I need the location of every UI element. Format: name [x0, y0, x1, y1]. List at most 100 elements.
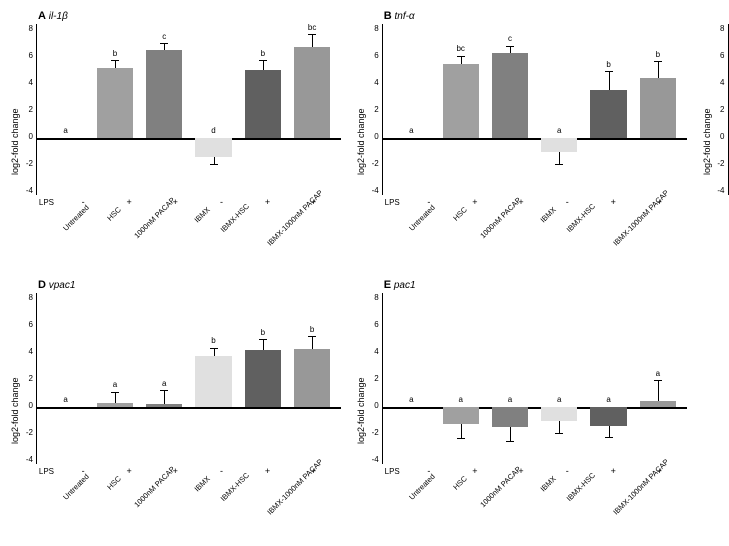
error-cap [210, 348, 218, 349]
bar-slot: b [240, 24, 285, 195]
lps-marks: -++-++ [402, 197, 687, 207]
y-tick: -4 [22, 455, 33, 464]
y-tick: 0 [22, 132, 33, 141]
panel-title: D vpac1 [38, 279, 75, 291]
panel-B: B tnf-αlog2-fold change86420-2-4abccabbL… [356, 10, 687, 259]
plot-area: aaabbb [36, 293, 341, 464]
x-labels-row: UntreatedHSC1000nM PACAPIBMXIBMX-HSCIBMX… [22, 478, 341, 528]
lps-mark: + [592, 197, 634, 207]
x-labels: UntreatedHSC1000nM PACAPIBMXIBMX-HSCIBMX… [402, 209, 687, 259]
bar-slot: a [635, 293, 680, 464]
error-bar [461, 424, 462, 438]
plot-area: abcdbbc [36, 24, 341, 195]
bars-container: abccabb [383, 24, 687, 195]
bar [195, 356, 231, 407]
lps-label: LPS [36, 467, 56, 476]
y-tick: 4 [22, 347, 33, 356]
lps-label: LPS [382, 198, 402, 207]
y-tick: -2 [368, 159, 379, 168]
lps-label: LPS [382, 467, 402, 476]
panel-letter: B [384, 10, 392, 22]
x-labels-row: UntreatedHSC1000nM PACAPIBMXIBMX-HSCIBMX… [368, 209, 687, 259]
significance-letter: a [656, 369, 660, 378]
x-label: IBMX-HSC [565, 471, 626, 532]
error-bar [658, 62, 659, 78]
error-cap [259, 339, 267, 340]
y-tick: 2 [368, 374, 379, 383]
error-cap [210, 164, 218, 165]
panel-C: C il-10log2-fold change86420-2-4abbcacaL… [702, 10, 729, 259]
y-tick: 8 [22, 24, 33, 33]
error-bar [461, 57, 462, 64]
significance-letter: b [656, 50, 660, 59]
bars-container: aaabbb [37, 293, 341, 464]
error-bar [115, 393, 116, 403]
bar-slot: a [389, 293, 434, 464]
bar [492, 53, 528, 139]
bar [97, 68, 133, 138]
panel-letter: A [38, 10, 46, 22]
plot-row: 86420-2-4abbcaca [714, 24, 729, 195]
y-tick: -4 [368, 455, 379, 464]
panel-E: E pac1log2-fold change86420-2-4aaaaaaLPS… [356, 279, 687, 528]
x-labels-row: UntreatedHSC1000nM PACAPIBMXIBMX-HSCIBMX… [22, 209, 341, 259]
panel-A: A il-1βlog2-fold change86420-2-4abcdbbcL… [10, 10, 341, 259]
bar-slot: b [191, 293, 236, 464]
error-bar [510, 427, 511, 441]
error-cap [605, 437, 613, 438]
bar-slot: bc [438, 24, 483, 195]
error-bar [510, 47, 511, 53]
y-tick: 4 [22, 78, 33, 87]
error-cap [308, 34, 316, 35]
significance-letter: b [113, 49, 117, 58]
chart-inner: 86420-2-4aaaaaaLPS-++-++UntreatedHSC1000… [368, 293, 687, 528]
bar [294, 47, 330, 138]
y-axis-label: log2-fold change [10, 24, 20, 259]
bar [294, 349, 330, 407]
y-tick: 6 [368, 51, 379, 60]
y-tick: -4 [22, 186, 33, 195]
chart-area: log2-fold change86420-2-4aaabbbLPS-++-++… [10, 293, 341, 528]
error-cap [111, 392, 119, 393]
significance-letter: b [261, 328, 265, 337]
significance-letter: c [508, 34, 512, 43]
lps-row: LPS-++-++ [714, 197, 729, 207]
bar-slot: bc [289, 24, 334, 195]
y-ticks: 86420-2-4 [368, 24, 382, 195]
significance-letter: b [310, 325, 314, 334]
error-cap [605, 71, 613, 72]
error-cap [506, 441, 514, 442]
significance-letter: a [606, 395, 610, 404]
significance-letter: bc [308, 23, 316, 32]
bar [195, 138, 231, 157]
y-tick: -2 [22, 159, 33, 168]
bar [97, 403, 133, 407]
y-tick: 4 [368, 347, 379, 356]
significance-letter: a [508, 395, 512, 404]
bar-slot: a [43, 24, 88, 195]
gene-label: il-1β [46, 11, 68, 22]
y-tick: 0 [368, 132, 379, 141]
error-bar [609, 426, 610, 437]
y-tick: 6 [22, 320, 33, 329]
bar [492, 407, 528, 427]
chart-area: log2-fold change86420-2-4aaaaaaLPS-++-++… [356, 293, 687, 528]
error-bar [559, 152, 560, 163]
gene-label: vpac1 [46, 280, 75, 291]
bar [245, 350, 281, 407]
y-ticks: 86420-2-4 [368, 293, 382, 464]
y-axis-label: log2-fold change [356, 24, 366, 259]
x-labels: UntreatedHSC1000nM PACAPIBMXIBMX-HSCIBMX… [56, 209, 341, 259]
y-tick: 0 [714, 132, 725, 141]
panel-title: A il-1β [38, 10, 68, 22]
bar [146, 404, 182, 407]
error-cap [457, 56, 465, 57]
bars-container: aaaaaa [383, 293, 687, 464]
error-cap [457, 438, 465, 439]
plot-row: 86420-2-4aaaaaa [368, 293, 687, 464]
spacer [36, 478, 56, 528]
bar-slot: a [142, 293, 187, 464]
significance-letter: a [113, 380, 117, 389]
significance-letter: a [63, 395, 67, 404]
x-labels: UntreatedHSC1000nM PACAPIBMXIBMX-HSCIBMX… [402, 478, 687, 528]
